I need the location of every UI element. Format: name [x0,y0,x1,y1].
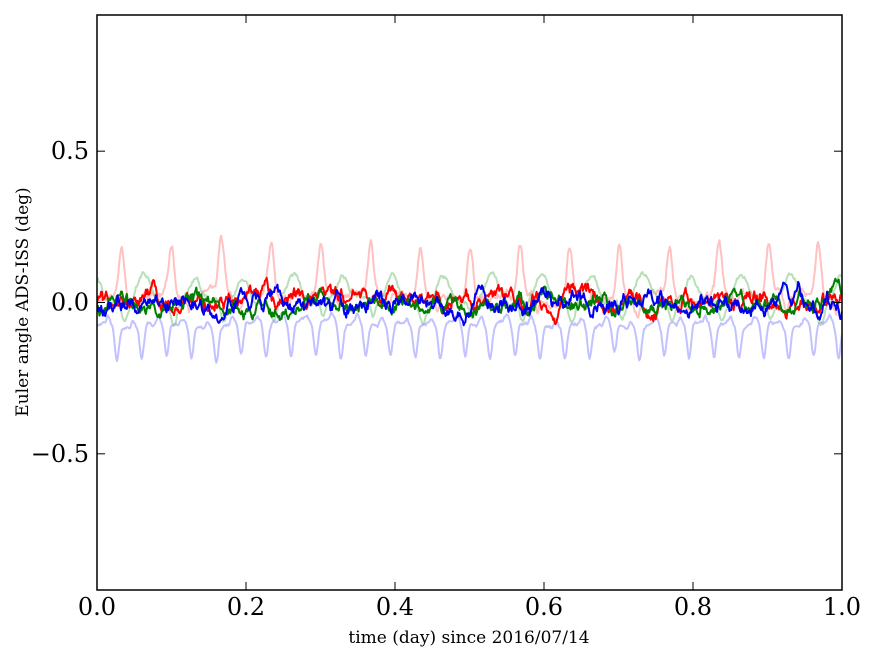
ticks-layer: 0.0 0.2 0.4 0.6 0.8 1.0 −0.5 0.0 0.5 [31,15,861,621]
x-tick-label: 0.8 [674,593,712,621]
x-tick-label: 0.4 [376,593,414,621]
series-line-1 [97,234,842,319]
y-tick-label: −0.5 [31,440,89,468]
x-tick-label: 0.2 [227,593,265,621]
x-tick-label: 0.6 [525,593,563,621]
series-line-6 [97,280,842,327]
y-tick-label: 0.0 [51,289,89,317]
y-axis-label: Euler angle ADS-ISS (deg) [13,187,33,416]
x-tick-label: 0.0 [78,593,116,621]
series-line-3 [97,311,842,364]
y-tick-label: 0.5 [51,137,89,165]
series-line-4 [97,276,842,326]
x-axis-label: time (day) since 2016/07/14 [348,628,589,648]
series-layer [97,234,842,364]
x-tick-label: 1.0 [823,593,861,621]
